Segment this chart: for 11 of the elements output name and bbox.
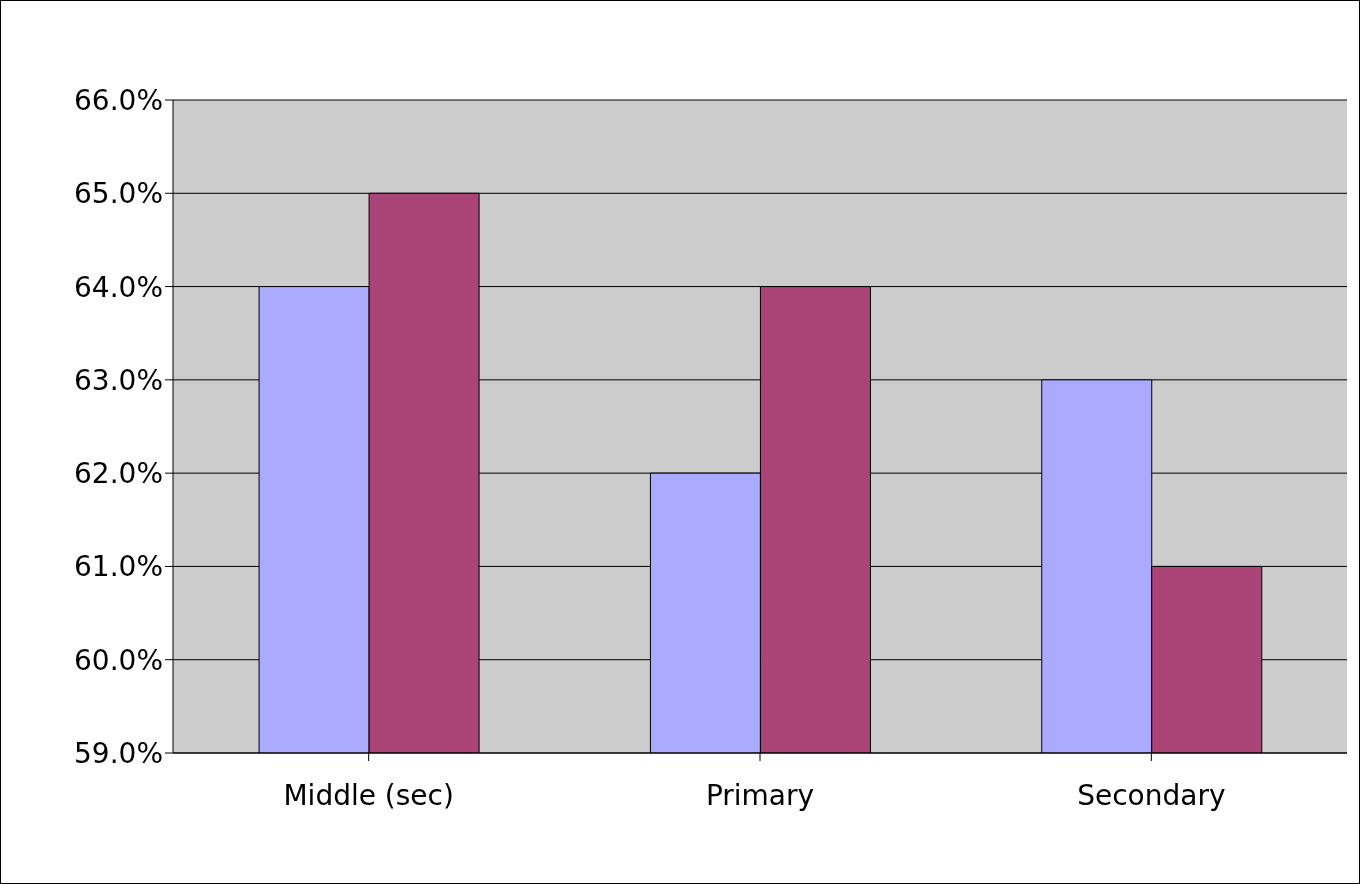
y-tick-label: 64.0% bbox=[74, 270, 163, 304]
y-tick-label: 66.0% bbox=[74, 83, 163, 117]
y-tick-label: 60.0% bbox=[74, 643, 163, 677]
x-tick-label: Middle (sec) bbox=[283, 778, 454, 812]
y-tick-label: 62.0% bbox=[74, 457, 163, 491]
x-tick-label: Secondary bbox=[1077, 778, 1226, 812]
x-tick-label: Primary bbox=[705, 778, 815, 812]
y-tick-label: 63.0% bbox=[74, 363, 163, 397]
y-tick-label: 61.0% bbox=[74, 550, 163, 584]
y-tick-label: 59.0% bbox=[74, 736, 163, 770]
y-tick-label: 65.0% bbox=[74, 177, 163, 211]
